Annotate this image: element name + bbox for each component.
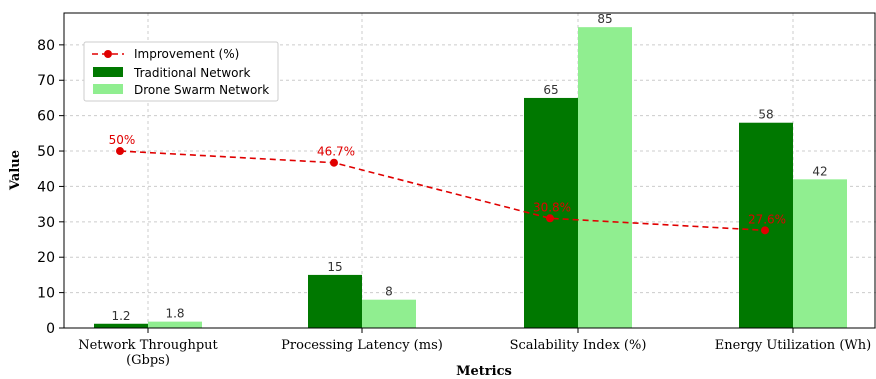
bar-traditional [739,122,793,328]
improvement-line [119,150,766,232]
x-tick-label: Energy Utilization (Wh) [715,338,871,353]
improvement-label: 50% [109,133,136,147]
bar-value-label: 15 [327,260,342,274]
bar-traditional [524,97,578,328]
y-tick-label: 70 [37,73,55,89]
bar-value-label: 1.2 [111,309,130,323]
improvement-point [761,226,769,235]
bar-drone-swarm [793,179,847,328]
bar-drone-swarm [578,27,632,329]
legend: Improvement (%) Traditional Network Drone … [83,41,279,102]
x-tick-label: (Gbps) [126,353,170,368]
improvement-label: 27.6% [748,212,786,226]
legend-label: Traditional Network [133,66,250,80]
improvement-line-group: 50% 46.7% 30.8% 27.6% [109,133,786,235]
improvement-point [330,158,338,167]
bar-value-label: 8 [385,285,393,299]
y-tick-label: 40 [37,179,55,195]
x-tick-label: Scalability Index (%) [510,338,647,353]
y-axis-title: Value [8,150,23,191]
y-tick-label: 0 [46,321,55,337]
legend-label: Drone Swarm Network [134,83,269,97]
bar-value-label: 85 [597,12,612,26]
y-tick-label: 60 [37,109,55,125]
x-tick-label: Network Throughput [78,338,218,353]
bar-value-label: 1.8 [165,307,184,321]
y-tick-label: 80 [37,38,55,54]
bar-drone-swarm [362,299,416,328]
y-tick-label: 30 [37,215,55,231]
bar-drone-swarm [148,321,202,328]
improvement-point [546,214,554,223]
bars: 1.2 15 65 58 1.8 8 85 42 [94,12,847,329]
legend-box [83,41,279,102]
y-tick-label: 10 [37,286,55,302]
axes: 0 10 20 30 40 50 60 70 80 Network Throughput(Gbps… [37,12,876,368]
x-axis-title: Metrics [456,364,512,379]
bar-value-label: 65 [543,83,558,97]
y-tick-label: 50 [37,144,55,160]
bar-traditional [308,274,362,328]
legend-swatch [93,84,123,94]
plot-frame [63,12,876,329]
y-tick-label: 20 [37,250,55,266]
legend-swatch [93,67,123,77]
bar-value-label: 58 [758,108,773,122]
legend-line-marker [104,50,112,58]
bar-value-label: 42 [812,164,827,178]
legend-label: Improvement (%) [134,47,239,61]
improvement-label: 46.7% [317,145,355,159]
improvement-point [116,147,124,156]
bar-traditional [94,323,148,328]
improvement-label: 30.8% [533,200,571,214]
x-tick-label: Processing Latency (ms) [281,338,443,353]
